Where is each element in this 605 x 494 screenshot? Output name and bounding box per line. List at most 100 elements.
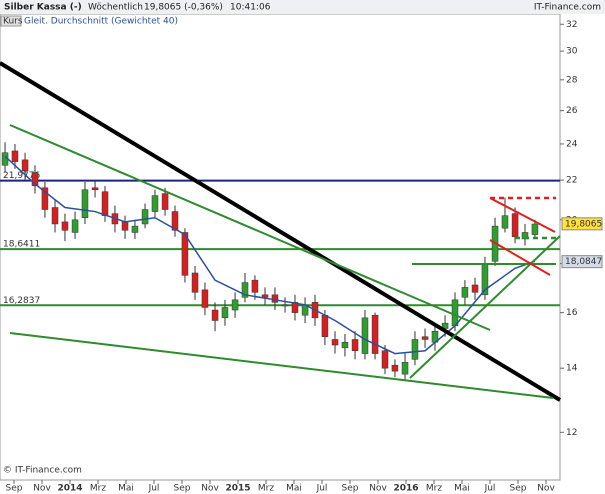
x-tick-label: Jul	[484, 484, 496, 494]
candle-body	[271, 294, 279, 303]
price-tag-label: 18,0847	[565, 257, 602, 267]
candle-body	[251, 279, 259, 293]
candle-body	[91, 187, 99, 190]
candle-body	[81, 189, 89, 218]
x-tick-label: 2015	[225, 484, 250, 494]
y-tick-label: 32	[566, 20, 577, 30]
source: IT-Finance.com	[534, 3, 601, 13]
trend-lines	[0, 61, 562, 402]
price-tag-label: 19,8065	[565, 219, 602, 229]
y-tick-label: 28	[566, 75, 578, 85]
legend-price: Kurs	[3, 17, 23, 27]
header-bar	[0, 0, 605, 14]
candle-body	[501, 215, 509, 229]
y-tick-label: 12	[566, 428, 577, 438]
candle-body	[211, 309, 219, 321]
x-tick-label: Sep	[342, 484, 359, 494]
trend-line	[489, 197, 556, 233]
candle-body	[291, 302, 299, 313]
time: 10:41:06	[230, 3, 271, 13]
price-tag	[561, 255, 603, 269]
candle-body	[321, 314, 329, 337]
candle-body	[511, 213, 519, 238]
x-tick-label: Mai	[118, 484, 134, 494]
candle-body	[201, 289, 209, 308]
level-label: 21,9776	[3, 171, 40, 181]
candle-body	[11, 150, 19, 162]
quote: 19,8065 (-0,36%)	[144, 3, 223, 13]
candle-body	[281, 304, 289, 307]
x-tick-label: Jul	[316, 484, 328, 494]
x-tick-label: Nov	[201, 484, 219, 494]
level-label: 18,6411	[3, 240, 40, 250]
candle-body	[421, 336, 429, 340]
y-tick-label: 22	[566, 176, 577, 186]
x-tick-label: Sep	[174, 484, 191, 494]
candle-body	[401, 362, 409, 375]
candle-body	[141, 209, 149, 225]
x-tick-label: Mai	[286, 484, 302, 494]
x-tick-label: Nov	[369, 484, 387, 494]
trend-line	[489, 239, 551, 276]
y-tick-label: 24	[566, 139, 578, 149]
x-tick-label: Mrz	[90, 484, 106, 494]
candle-body	[21, 159, 29, 172]
x-tick-label: Nov	[537, 484, 555, 494]
candle-body	[61, 221, 69, 231]
y-tick-label: 14	[566, 364, 578, 374]
x-tick-label: Nov	[33, 484, 51, 494]
candle-body	[181, 232, 189, 276]
legend-average: Gleit. Durchschnitt (Gewichtet 40)	[24, 17, 178, 27]
candle-body	[71, 219, 79, 233]
candle-body	[221, 307, 229, 319]
y-tick-label: 30	[566, 47, 578, 57]
interval: Wöchentlich	[88, 3, 143, 13]
candle-body	[121, 221, 129, 231]
candle-body	[171, 211, 179, 231]
instrument: Silber Kassa (-)	[4, 3, 82, 13]
candle-body	[461, 287, 469, 298]
level-label: 16,2837	[3, 296, 40, 306]
candle-body	[471, 284, 479, 293]
candle-body	[361, 317, 369, 354]
candle-body	[161, 193, 169, 210]
footer: © IT-Finance.com	[3, 466, 82, 476]
average-line	[4, 155, 536, 355]
candle-body	[411, 339, 419, 360]
x-tick-label: Jul	[148, 484, 160, 494]
price-tag	[561, 217, 603, 231]
x-tick-label: Mrz	[258, 484, 274, 494]
candle-body	[101, 191, 109, 216]
x-tick-label: Mrz	[426, 484, 442, 494]
candle-body	[191, 272, 199, 293]
x-tick-label: 2016	[393, 484, 418, 494]
y-tick-label: 16	[566, 308, 578, 318]
candle-body	[131, 225, 139, 233]
candle-body	[261, 294, 269, 298]
candle-body	[341, 342, 349, 349]
candle-body	[331, 339, 339, 346]
x-tick-label: Mai	[454, 484, 470, 494]
candle-body	[531, 223, 539, 235]
candle-body	[41, 187, 49, 210]
candle-body	[371, 314, 379, 354]
trend-line	[409, 235, 561, 379]
candle-body	[351, 339, 359, 351]
trend-line	[9, 332, 554, 399]
candle-body	[381, 350, 389, 369]
candle-body	[241, 282, 249, 298]
candle-body	[51, 207, 59, 225]
candle-body	[31, 172, 39, 187]
candle-body	[151, 195, 159, 212]
y-tick-label: 26	[566, 106, 578, 116]
candle-body	[391, 364, 399, 372]
legend-box	[0, 15, 22, 27]
x-tick-label: Sep	[510, 484, 527, 494]
plot-area	[0, 13, 561, 481]
trend-line	[9, 124, 491, 331]
trend-line	[0, 61, 562, 402]
x-tick-label: 2014	[57, 484, 82, 494]
candle-body	[451, 299, 459, 327]
candle-body	[231, 299, 239, 311]
